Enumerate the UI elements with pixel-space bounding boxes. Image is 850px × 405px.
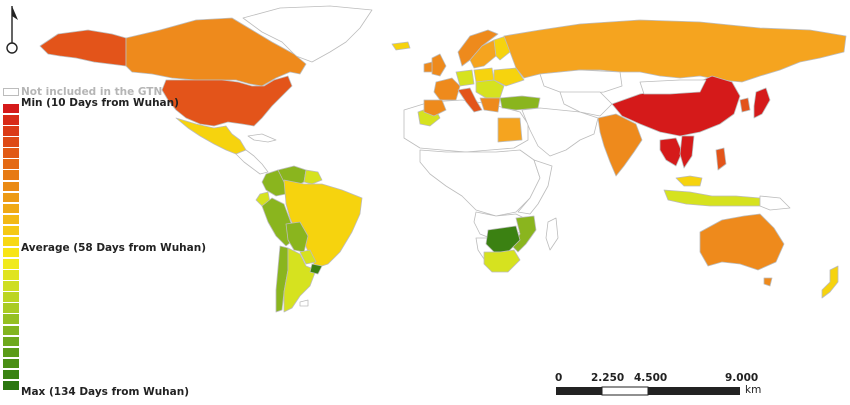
country-korea	[739, 97, 751, 113]
scale-tick-9000: 9.000	[725, 372, 759, 384]
legend-swatch	[3, 303, 19, 313]
country-falklands	[299, 299, 309, 307]
country-tasmania	[763, 277, 773, 287]
country-italy	[457, 87, 483, 113]
country-india	[597, 113, 643, 177]
country-indonesia	[663, 189, 761, 207]
legend-swatch-not-included	[3, 88, 19, 96]
country-central-asia	[559, 91, 613, 117]
country-argentina	[283, 247, 317, 313]
legend-max-label: Max (134 Days from Wuhan)	[21, 386, 190, 398]
country-ireland	[423, 61, 433, 73]
country-uk	[431, 53, 447, 77]
legend-swatch	[3, 126, 19, 136]
country-central-america	[235, 149, 269, 175]
legend-swatch	[3, 203, 19, 214]
scale-bar-graphic	[556, 386, 740, 396]
country-australia	[699, 213, 785, 271]
country-poland	[473, 67, 495, 83]
legend-swatch	[3, 314, 19, 324]
country-paraguay	[299, 249, 317, 265]
country-mongolia	[639, 79, 707, 95]
legend-swatch	[3, 380, 19, 391]
legend-swatch	[3, 236, 19, 247]
scale-tick-0: 0	[555, 372, 563, 384]
country-malaysia	[675, 175, 703, 187]
legend-swatch	[3, 325, 19, 335]
country-south-africa	[483, 249, 521, 273]
legend-swatch	[3, 225, 19, 236]
legend-swatch	[3, 214, 19, 225]
country-greenland	[242, 5, 373, 63]
country-usa	[161, 75, 293, 127]
country-central-africa	[419, 149, 541, 217]
country-canada	[125, 17, 307, 87]
legend-swatch	[3, 104, 19, 114]
legend-swatch	[3, 270, 19, 280]
country-norway	[457, 29, 499, 67]
country-uruguay	[309, 263, 323, 275]
country-japan	[753, 87, 771, 119]
country-spain	[423, 99, 447, 117]
country-vietnam	[679, 135, 695, 169]
country-alaska	[39, 29, 127, 67]
country-turkey	[499, 95, 541, 111]
legend-swatch	[3, 115, 19, 125]
scale-tick-2250: 2.250	[591, 372, 625, 384]
legend-swatch	[3, 137, 19, 147]
legend-average-label: Average (58 Days from Wuhan)	[21, 242, 207, 254]
country-cuba	[247, 133, 277, 143]
legend-swatch	[3, 259, 19, 269]
country-france	[433, 77, 461, 101]
country-png	[759, 195, 791, 211]
country-kazakhstan	[539, 69, 623, 95]
legend-swatch	[3, 159, 19, 169]
legend-swatch	[3, 192, 19, 203]
legend-swatch	[3, 369, 19, 380]
country-egypt	[497, 117, 523, 143]
country-east-africa	[517, 159, 553, 215]
legend-swatch	[3, 358, 19, 369]
country-balkans	[479, 97, 501, 113]
legend-swatch	[3, 181, 19, 191]
country-middle-east	[521, 107, 599, 157]
north-arrow-icon	[6, 6, 18, 54]
legend-swatch	[3, 281, 19, 291]
country-ukraine	[493, 67, 525, 87]
legend-not-included-label: Not included in the GTN	[21, 86, 163, 98]
legend-swatch	[3, 347, 19, 358]
legend-swatch	[3, 148, 19, 158]
legend-swatch	[3, 336, 19, 347]
scale-unit: km	[745, 384, 762, 396]
country-new-zealand	[821, 265, 839, 299]
legend-swatch	[3, 248, 19, 258]
scale-tick-4500: 4.500	[634, 372, 668, 384]
country-philippines	[715, 147, 727, 171]
legend-swatch	[3, 292, 19, 302]
country-thailand	[659, 137, 683, 167]
country-germany	[455, 69, 475, 87]
legend-min-label: Min (10 Days from Wuhan)	[21, 97, 179, 109]
country-iceland	[391, 41, 411, 51]
legend-swatch	[3, 170, 19, 180]
country-madagascar	[545, 217, 559, 251]
country-guyana	[303, 169, 323, 185]
